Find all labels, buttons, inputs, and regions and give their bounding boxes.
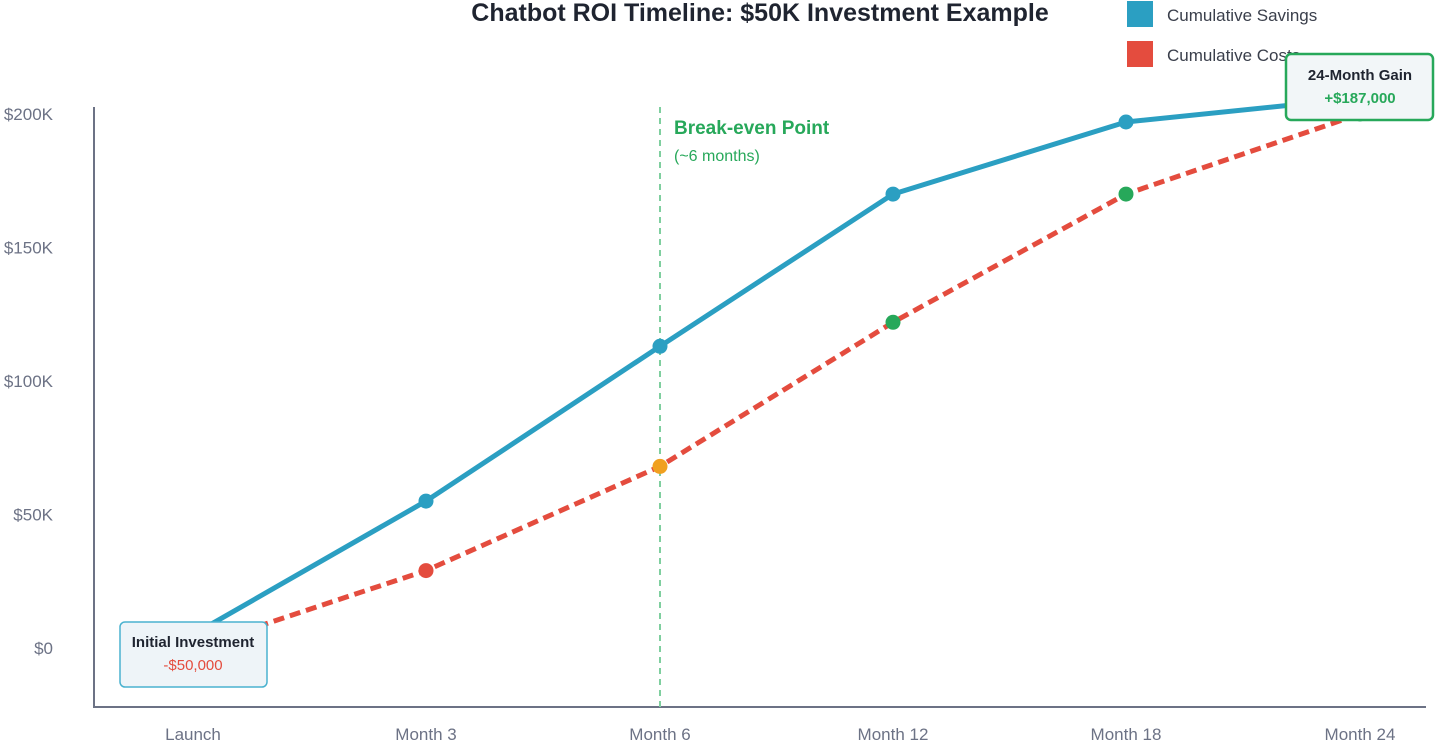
x-tick-label: Month 12 bbox=[858, 725, 929, 741]
initial-investment-box bbox=[119, 621, 268, 688]
y-tick-label: $200K bbox=[4, 105, 54, 124]
data-point-cumulative-costs bbox=[885, 314, 901, 330]
legend-label-costs: Cumulative Costs bbox=[1167, 46, 1300, 65]
initial-investment-callout: Initial Investment -$50,000 bbox=[119, 621, 268, 688]
break-even-subtitle: (~6 months) bbox=[674, 148, 760, 165]
data-point-cumulative-savings bbox=[418, 493, 434, 509]
x-tick-label: Month 6 bbox=[629, 725, 690, 741]
break-even-title: Break-even Point bbox=[674, 118, 830, 139]
x-tick-label: Month 24 bbox=[1325, 725, 1396, 741]
x-tick-label: Month 3 bbox=[395, 725, 456, 741]
gain-box bbox=[1284, 52, 1435, 122]
initial-investment-title: Initial Investment bbox=[132, 634, 255, 651]
data-point-cumulative-costs bbox=[1118, 186, 1134, 202]
legend-swatch-savings bbox=[1127, 1, 1153, 27]
series-line-cumulative-savings bbox=[191, 95, 1361, 637]
chart-title: Chatbot ROI Timeline: $50K Investment Ex… bbox=[471, 0, 1049, 27]
legend: Cumulative Savings Cumulative Costs bbox=[1127, 1, 1317, 67]
break-even-marker: Break-even Point (~6 months) bbox=[659, 107, 830, 707]
data-point-cumulative-costs bbox=[418, 563, 434, 579]
x-tick-labels: Launch Month 3 Month 6 Month 12 Month 18 Mont… bbox=[165, 725, 1395, 741]
gain-callout: 24-Month Gain +$187,000 bbox=[1284, 52, 1435, 122]
gain-title: 24-Month Gain bbox=[1308, 67, 1412, 84]
series-layer bbox=[191, 90, 1368, 651]
gain-value: +$187,000 bbox=[1324, 90, 1395, 107]
x-tick-label: Month 18 bbox=[1091, 725, 1162, 741]
y-tick-labels: $0 $50K $100K $150K $200K bbox=[4, 105, 54, 658]
data-point-cumulative-savings bbox=[652, 338, 668, 354]
y-tick-label: $100K bbox=[4, 372, 54, 391]
legend-label-savings: Cumulative Savings bbox=[1167, 6, 1317, 25]
data-point-cumulative-costs bbox=[652, 458, 668, 474]
data-point-cumulative-savings bbox=[885, 186, 901, 202]
y-tick-label: $0 bbox=[34, 639, 53, 658]
data-point-cumulative-savings bbox=[1118, 114, 1134, 130]
initial-investment-value: -$50,000 bbox=[163, 657, 222, 674]
x-tick-label: Launch bbox=[165, 725, 221, 741]
y-tick-label: $150K bbox=[4, 239, 54, 258]
series-line-cumulative-costs bbox=[192, 111, 1361, 651]
legend-swatch-costs bbox=[1127, 41, 1153, 67]
y-tick-label: $50K bbox=[13, 506, 53, 525]
